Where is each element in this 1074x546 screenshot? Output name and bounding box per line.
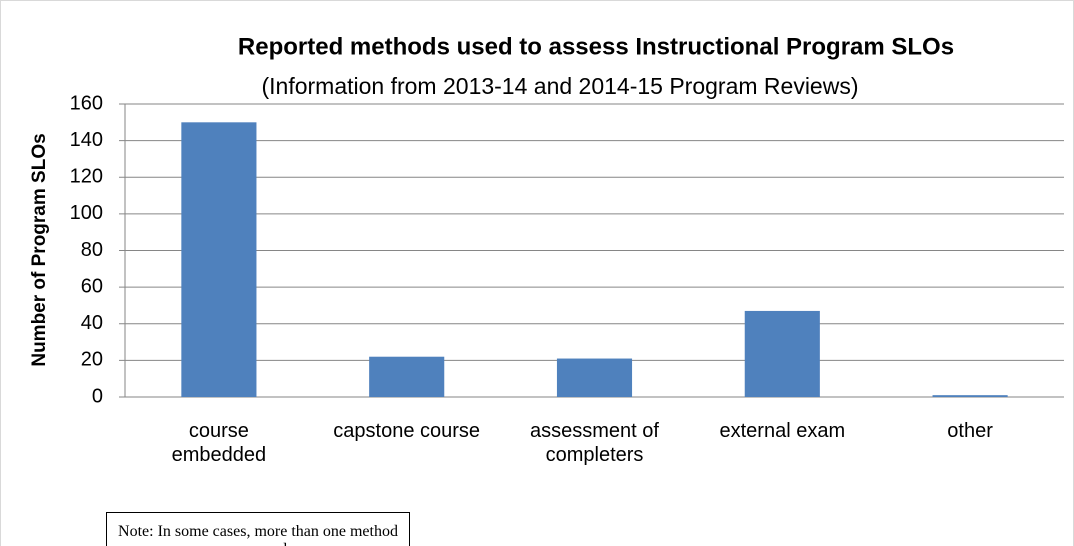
- y-tick-label: 0: [92, 385, 103, 407]
- bar: [556, 358, 633, 397]
- y-tick-label: 120: [70, 166, 103, 188]
- bar: [932, 395, 1008, 397]
- bar: [181, 122, 257, 397]
- note: Note: In some cases, more than one metho…: [106, 512, 410, 546]
- x-tick-label: other: [947, 420, 993, 442]
- x-tick-label: course embedded: [171, 420, 267, 466]
- chart-subtitle: (Information from 2013-14 and 2014-15 Pr…: [261, 73, 858, 99]
- y-tick-label: 100: [70, 202, 103, 224]
- y-tick-label: 20: [81, 349, 103, 371]
- y-tick-label: 60: [81, 275, 103, 297]
- x-tick-label: capstone course: [333, 420, 481, 442]
- y-tick-label: 40: [81, 312, 103, 334]
- y-tick-label: 160: [70, 92, 103, 114]
- bar: [744, 310, 820, 397]
- y-tick-label: 80: [81, 239, 103, 261]
- y-tick-label: 140: [70, 129, 103, 151]
- chart-title: Reported methods used to assess Instruct…: [238, 33, 954, 60]
- x-tick-label: external exam: [719, 420, 846, 442]
- bar: [369, 356, 445, 397]
- x-tick-label: assessment of completers: [530, 420, 659, 466]
- y-axis-label: Number of Program SLOs: [29, 133, 50, 366]
